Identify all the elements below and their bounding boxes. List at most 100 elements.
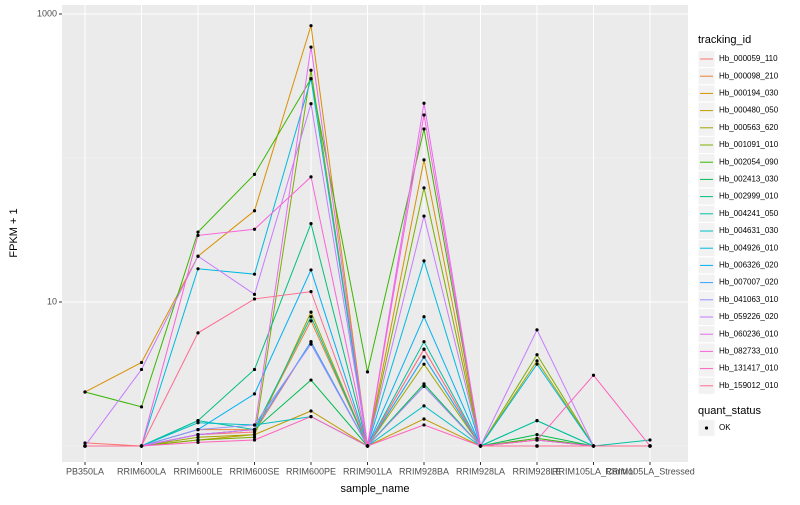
point	[309, 24, 313, 28]
point	[252, 209, 257, 213]
x-tick-label: RRIM928BA	[399, 466, 449, 476]
point	[591, 373, 596, 377]
legend-label: Hb_060236_010	[719, 329, 779, 338]
point	[139, 405, 144, 409]
x-tick-label: RRIM600LA	[117, 466, 166, 476]
point	[422, 127, 426, 131]
point	[535, 359, 539, 363]
point	[196, 267, 200, 271]
point	[422, 101, 426, 105]
x-tick-label: RRIM105LA_Stressed	[605, 466, 695, 476]
point	[309, 378, 313, 382]
legend-label: Hb_059226_020	[719, 312, 779, 321]
point	[252, 172, 257, 176]
x-tick-label: RRIM600SE	[229, 466, 279, 476]
point	[252, 432, 257, 437]
point	[422, 384, 426, 388]
point	[422, 259, 426, 263]
point	[422, 382, 426, 386]
legend-label: Hb_006326_020	[719, 261, 779, 270]
legend-label: Hb_002054_090	[719, 157, 779, 166]
point	[139, 444, 144, 448]
point	[139, 360, 144, 365]
legend-label: Hb_000194_030	[719, 89, 779, 98]
point	[535, 353, 539, 357]
legend-label: Hb_000480_050	[719, 106, 779, 115]
point	[196, 427, 200, 432]
point	[535, 328, 539, 332]
point	[591, 444, 596, 448]
point	[309, 45, 313, 49]
legend-label: Hb_082733_010	[719, 347, 779, 356]
point	[309, 310, 313, 314]
legend-label: OK	[719, 423, 731, 432]
x-axis-title: sample_name	[340, 483, 409, 495]
point	[196, 331, 200, 335]
legend-label: Hb_000563_620	[719, 123, 779, 132]
x-tick-label: RRIM928LA	[456, 466, 505, 476]
legend-title: tracking_id	[698, 34, 751, 46]
point	[252, 438, 257, 442]
point	[309, 290, 313, 294]
point	[422, 340, 426, 344]
point	[365, 370, 370, 374]
x-tick-label: RRIM928LE	[512, 466, 561, 476]
legend-label: Hb_001091_010	[719, 140, 779, 149]
point	[535, 444, 539, 448]
point	[252, 367, 257, 372]
point	[309, 102, 313, 106]
point	[252, 392, 257, 396]
point	[422, 315, 426, 319]
point	[196, 254, 200, 258]
legend-label: Hb_004631_030	[719, 226, 779, 235]
legend-label: Hb_002999_010	[719, 192, 779, 201]
point	[422, 186, 426, 190]
x-tick-label: RRIM901LA	[343, 466, 392, 476]
legend-label: Hb_159012_010	[719, 381, 779, 390]
legend-label: Hb_004241_050	[719, 209, 779, 218]
legend-label: Hb_131417_010	[719, 364, 779, 373]
point	[309, 414, 313, 419]
point	[196, 233, 200, 238]
point	[422, 347, 426, 351]
point	[252, 427, 257, 432]
point	[309, 68, 313, 72]
point	[252, 292, 257, 296]
point	[252, 272, 257, 276]
point	[535, 432, 539, 437]
legend-label: Hb_007007_020	[719, 278, 779, 287]
point	[309, 340, 313, 344]
point	[83, 390, 87, 394]
x-tick-label: PB350LA	[66, 466, 104, 476]
point	[422, 404, 426, 408]
point	[535, 362, 539, 366]
point	[535, 438, 539, 442]
legend-label: Hb_041063_010	[719, 295, 779, 304]
legend-label: Hb_002413_030	[719, 175, 779, 184]
x-tick-label: RRIM600LE	[173, 466, 222, 476]
point	[422, 355, 426, 359]
legend-label: Hb_000098_210	[719, 71, 779, 80]
legend-title: quant_status	[698, 405, 761, 417]
point	[196, 230, 200, 234]
point	[196, 435, 200, 439]
point	[309, 222, 313, 226]
y-tick-label: 10	[47, 296, 57, 306]
point	[139, 367, 144, 372]
point	[309, 268, 313, 272]
point	[648, 444, 652, 448]
point	[252, 430, 257, 434]
point	[252, 435, 257, 439]
point	[422, 362, 426, 366]
point	[196, 438, 200, 442]
point	[196, 432, 200, 437]
point	[83, 444, 87, 448]
y-tick-label: 1000	[37, 8, 57, 18]
point	[252, 227, 257, 231]
legend-label: Hb_004926_010	[719, 243, 779, 252]
y-axis-title: FPKM + 1	[8, 208, 20, 257]
x-tick-label: RRIM600PE	[286, 466, 336, 476]
point	[422, 113, 426, 117]
x-tick-label: RRIM105LA_Control	[552, 466, 635, 476]
legend-point	[704, 426, 709, 430]
